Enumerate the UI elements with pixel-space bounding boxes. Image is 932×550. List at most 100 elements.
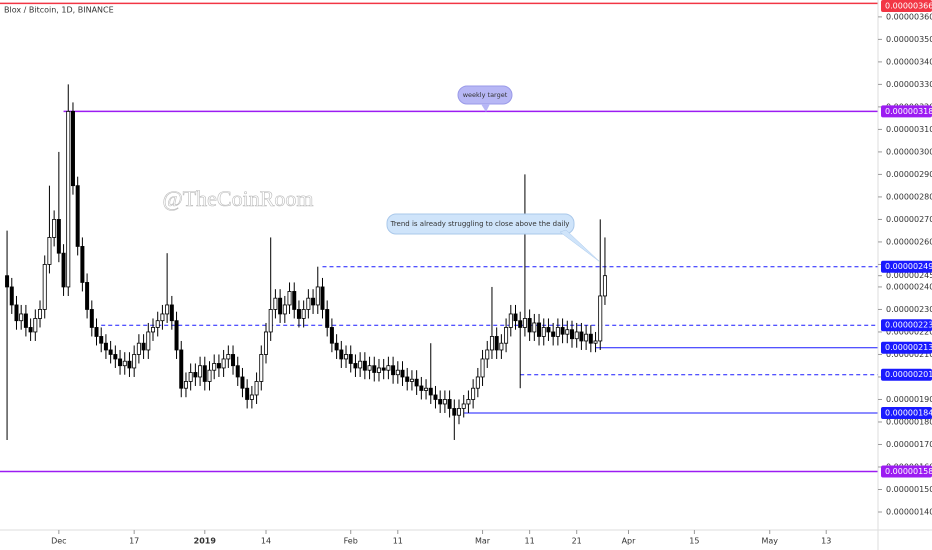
- y-tick-label: 0.00000170: [886, 440, 932, 449]
- candle-body: [602, 275, 607, 297]
- candle-body: [94, 327, 99, 337]
- candle-body: [362, 360, 367, 371]
- candle-body: [202, 365, 207, 382]
- candle-body: [348, 354, 353, 364]
- candle-body: [56, 219, 61, 254]
- candle-body: [198, 365, 203, 378]
- callout-bubble: [386, 213, 575, 235]
- candle-body: [103, 342, 108, 351]
- y-tick-label: 0.00000340: [886, 57, 932, 66]
- candle-body: [329, 327, 334, 344]
- candle-body: [541, 327, 546, 337]
- candle-body: [179, 349, 184, 389]
- x-tick-label: 15: [689, 537, 699, 546]
- candle-body: [28, 327, 33, 333]
- level-price-box: [881, 260, 932, 273]
- candle-body: [226, 354, 231, 360]
- level-price-label: 0.00000201: [885, 370, 932, 379]
- candle-body: [221, 358, 226, 369]
- candle-body: [489, 336, 494, 351]
- candle-body: [551, 331, 556, 337]
- candle-body: [66, 111, 71, 288]
- candle-body: [188, 372, 193, 382]
- candle-body: [193, 372, 198, 378]
- candle-body: [212, 363, 217, 371]
- candle-body: [70, 111, 75, 187]
- candle-body: [508, 313, 513, 328]
- candle-body: [127, 360, 132, 369]
- candle-body: [85, 282, 90, 310]
- candle-body: [165, 304, 170, 315]
- y-tick-label: 0.00000190: [886, 395, 932, 404]
- candle-body: [569, 329, 574, 340]
- x-tick-label: May: [761, 537, 778, 546]
- candle-body: [235, 365, 240, 378]
- candle-body: [358, 360, 363, 369]
- candle-body: [52, 219, 57, 238]
- candle-body: [574, 331, 579, 340]
- candle-body: [518, 320, 523, 328]
- annotation: Trend is already struggling to close abo…: [390, 220, 570, 228]
- level-price-label: 0.00000223: [885, 321, 932, 330]
- candle-body: [14, 304, 19, 322]
- level-price-box: [881, 368, 932, 381]
- watermark: @TheCoinRoom: [162, 186, 313, 211]
- candle-body: [207, 369, 212, 382]
- y-tick-label: 0.00000240: [886, 282, 932, 291]
- candle-body: [339, 349, 344, 360]
- candle-body: [527, 318, 532, 333]
- level-price-box: [881, 406, 932, 419]
- candle-body: [522, 318, 527, 328]
- candle-body: [249, 394, 254, 400]
- candle-body: [99, 336, 104, 344]
- level-price-label: 0.00000158: [885, 467, 932, 476]
- candle-body: [447, 399, 452, 409]
- candle-body: [584, 333, 589, 342]
- candle-body: [344, 354, 349, 360]
- level-price-label: 0.00000318: [885, 107, 932, 116]
- candle-body: [136, 342, 141, 355]
- candle-body: [414, 378, 419, 387]
- y-tick-label: 0.00000180: [886, 417, 932, 426]
- y-tick-label: 0.00000245: [886, 271, 932, 280]
- candle-body: [588, 333, 593, 344]
- candle-body: [282, 304, 287, 315]
- candle-body: [216, 363, 221, 369]
- y-tick-label: 0.00000260: [886, 237, 932, 246]
- candle-body: [419, 385, 424, 391]
- candle-body: [75, 185, 80, 247]
- candle-body: [485, 349, 490, 360]
- candle-body: [108, 349, 113, 355]
- candle-body: [19, 313, 24, 322]
- candle-body: [442, 399, 447, 405]
- y-tick-label: 0.00000220: [886, 327, 932, 336]
- candle-body: [372, 365, 377, 373]
- candle-body: [259, 354, 264, 382]
- x-tick-label: 21: [572, 537, 582, 546]
- candle-body: [122, 360, 127, 367]
- candle-body: [409, 378, 414, 382]
- candle-body: [183, 381, 188, 389]
- candle-body: [499, 342, 504, 351]
- candle-body: [532, 322, 537, 333]
- candle-body: [391, 365, 396, 376]
- x-tick-label: 11: [393, 537, 403, 546]
- candle-body: [231, 354, 236, 367]
- candle-body: [141, 342, 146, 351]
- candle-body: [438, 399, 443, 405]
- candle-body: [268, 309, 273, 333]
- candle-body: [42, 264, 47, 310]
- level-price-box: [881, 465, 932, 478]
- candle-body: [504, 327, 509, 344]
- candle-body: [386, 365, 391, 371]
- candle-body: [240, 376, 245, 389]
- candle-body: [23, 313, 28, 328]
- x-tick-label: 2019: [194, 537, 217, 546]
- candle-body: [452, 408, 457, 416]
- candle-body: [263, 331, 268, 355]
- candle-body: [400, 369, 405, 378]
- candle-body: [273, 297, 278, 310]
- candle-body: [560, 327, 565, 335]
- level-price-label: 0.00000213: [885, 343, 932, 352]
